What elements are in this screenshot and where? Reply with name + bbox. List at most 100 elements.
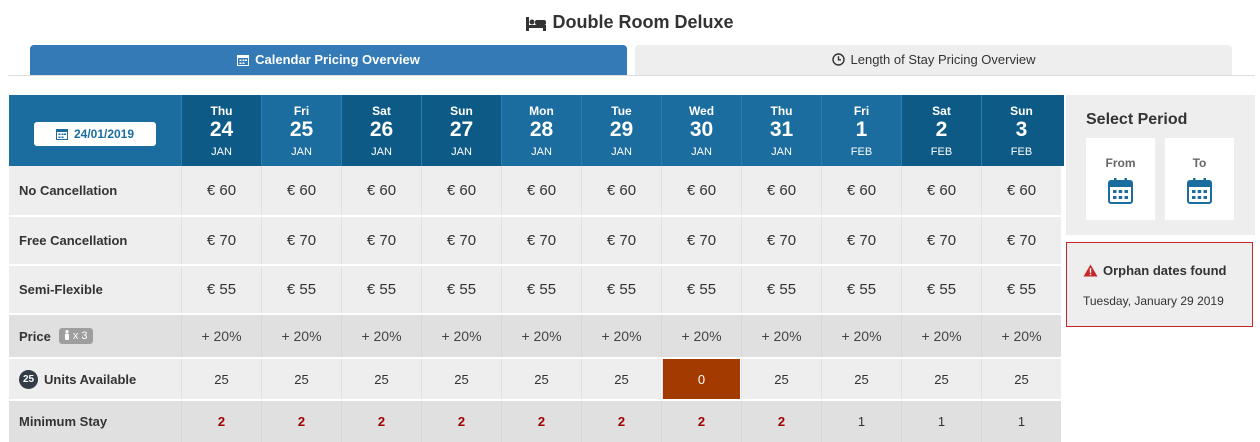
units-cell[interactable]: 25 [421, 359, 501, 399]
min-stay-cell[interactable]: 2 [261, 401, 341, 442]
rate-cell[interactable]: € 55 [261, 266, 341, 313]
rate-cell[interactable]: € 60 [901, 166, 981, 215]
day-column-header[interactable]: Tue 29 JAN [581, 95, 661, 166]
row-label: No Cancellation [9, 166, 181, 215]
rate-cell[interactable]: € 60 [341, 166, 421, 215]
day-of-week: Fri [853, 104, 870, 118]
min-stay-cell[interactable]: 2 [741, 401, 821, 442]
day-column-header[interactable]: Sun 27 JAN [421, 95, 501, 166]
row-label: Free Cancellation [9, 217, 181, 264]
price-adjust-cell[interactable]: + 20% [901, 315, 981, 357]
rate-cell[interactable]: € 55 [821, 266, 901, 313]
rate-cell[interactable]: € 60 [981, 166, 1061, 215]
units-cell-sold-out[interactable]: 0 [662, 359, 740, 399]
day-month: JAN [211, 146, 232, 158]
period-to-button[interactable]: To [1165, 138, 1234, 220]
rate-cell[interactable]: € 60 [741, 166, 821, 215]
day-column-header[interactable]: Mon 28 JAN [501, 95, 581, 166]
min-stay-cell[interactable]: 1 [981, 401, 1061, 442]
rate-cell[interactable]: € 55 [181, 266, 261, 313]
rate-cell[interactable]: € 55 [981, 266, 1061, 313]
units-total-badge: 25 [19, 369, 38, 389]
units-cell[interactable]: 25 [341, 359, 421, 399]
rate-cell[interactable]: € 70 [341, 217, 421, 264]
price-adjust-cell[interactable]: + 20% [981, 315, 1061, 357]
day-month: JAN [531, 146, 552, 158]
day-month: JAN [291, 146, 312, 158]
header-scrollbar[interactable] [1061, 95, 1064, 166]
rate-cell[interactable]: € 70 [741, 217, 821, 264]
tab-calendar-pricing[interactable]: Calendar Pricing Overview [30, 45, 627, 75]
tab-divider [8, 75, 1255, 76]
rate-cell[interactable]: € 55 [341, 266, 421, 313]
rate-cell[interactable]: € 60 [661, 166, 741, 215]
rate-cell[interactable]: € 60 [581, 166, 661, 215]
units-cell[interactable]: 25 [981, 359, 1061, 399]
price-adjust-cell[interactable]: + 20% [261, 315, 341, 357]
day-column-header[interactable]: Sat 2 FEB [901, 95, 981, 166]
min-stay-cell[interactable]: 2 [421, 401, 501, 442]
day-column-header[interactable]: Fri 1 FEB [821, 95, 901, 166]
units-label: Units Available [44, 371, 137, 387]
rate-cell[interactable]: € 70 [981, 217, 1061, 264]
rate-cell[interactable]: € 55 [741, 266, 821, 313]
units-cell[interactable]: 25 [501, 359, 581, 399]
price-adjust-cell[interactable]: + 20% [581, 315, 661, 357]
rate-cell[interactable]: € 70 [661, 217, 741, 264]
rate-cell[interactable]: € 70 [181, 217, 261, 264]
units-cell[interactable]: 25 [901, 359, 981, 399]
min-stay-cell[interactable]: 2 [501, 401, 581, 442]
day-of-week: Tue [611, 104, 632, 118]
rate-cell[interactable]: € 70 [901, 217, 981, 264]
rate-cell[interactable]: € 55 [661, 266, 741, 313]
min-stay-cell[interactable]: 2 [581, 401, 661, 442]
units-cell[interactable]: 25 [581, 359, 661, 399]
price-adjust-cell[interactable]: + 20% [421, 315, 501, 357]
rate-cell[interactable]: € 60 [181, 166, 261, 215]
rate-cell[interactable]: € 60 [821, 166, 901, 215]
units-cell[interactable]: 25 [821, 359, 901, 399]
min-stay-cell[interactable]: 2 [181, 401, 261, 442]
day-month: JAN [611, 146, 632, 158]
price-adjust-cell[interactable]: + 20% [821, 315, 901, 357]
day-column-header[interactable]: Fri 25 JAN [261, 95, 341, 166]
day-column-header[interactable]: Thu 31 JAN [741, 95, 821, 166]
units-cell[interactable]: 25 [181, 359, 261, 399]
calendar-icon [237, 55, 250, 66]
rate-cell[interactable]: € 55 [501, 266, 581, 313]
day-month: JAN [771, 146, 792, 158]
rate-cell[interactable]: € 55 [901, 266, 981, 313]
min-stay-cell[interactable]: 1 [821, 401, 901, 442]
price-adjust-cell[interactable]: + 20% [341, 315, 421, 357]
rate-cell[interactable]: € 70 [261, 217, 341, 264]
date-picker-button[interactable]: 24/01/2019 [34, 122, 156, 146]
period-from-button[interactable]: From [1086, 138, 1155, 220]
period-to-label: To [1192, 156, 1207, 170]
rate-cell[interactable]: € 70 [581, 217, 661, 264]
day-column-header[interactable]: Sun 3 FEB [981, 95, 1061, 166]
rate-cell[interactable]: € 70 [501, 217, 581, 264]
day-column-header[interactable]: Wed 30 JAN [661, 95, 741, 166]
price-adjust-cell[interactable]: + 20% [741, 315, 821, 357]
day-column-header[interactable]: Thu 24 JAN [181, 95, 261, 166]
units-cell[interactable]: 25 [741, 359, 821, 399]
person-icon [64, 330, 69, 340]
day-column-header[interactable]: Sat 26 JAN [341, 95, 421, 166]
price-adjust-cell[interactable]: + 20% [181, 315, 261, 357]
rate-cell[interactable]: € 60 [421, 166, 501, 215]
min-stay-cell[interactable]: 1 [901, 401, 981, 442]
rate-cell[interactable]: € 60 [261, 166, 341, 215]
min-stay-cell[interactable]: 2 [661, 401, 741, 442]
rate-cell[interactable]: € 55 [581, 266, 661, 313]
rate-cell[interactable]: € 70 [421, 217, 501, 264]
price-adjust-cell[interactable]: + 20% [661, 315, 741, 357]
tab-length-of-stay[interactable]: Length of Stay Pricing Overview [635, 45, 1232, 75]
units-cell[interactable]: 25 [261, 359, 341, 399]
rate-cell[interactable]: € 70 [821, 217, 901, 264]
units-available-row: 25 Units Available 25 25 25 25 25 25 0 25… [9, 357, 1064, 399]
rate-cell[interactable]: € 60 [501, 166, 581, 215]
min-stay-cell[interactable]: 2 [341, 401, 421, 442]
rate-cell[interactable]: € 55 [421, 266, 501, 313]
day-month: FEB [850, 146, 873, 158]
price-adjust-cell[interactable]: + 20% [501, 315, 581, 357]
